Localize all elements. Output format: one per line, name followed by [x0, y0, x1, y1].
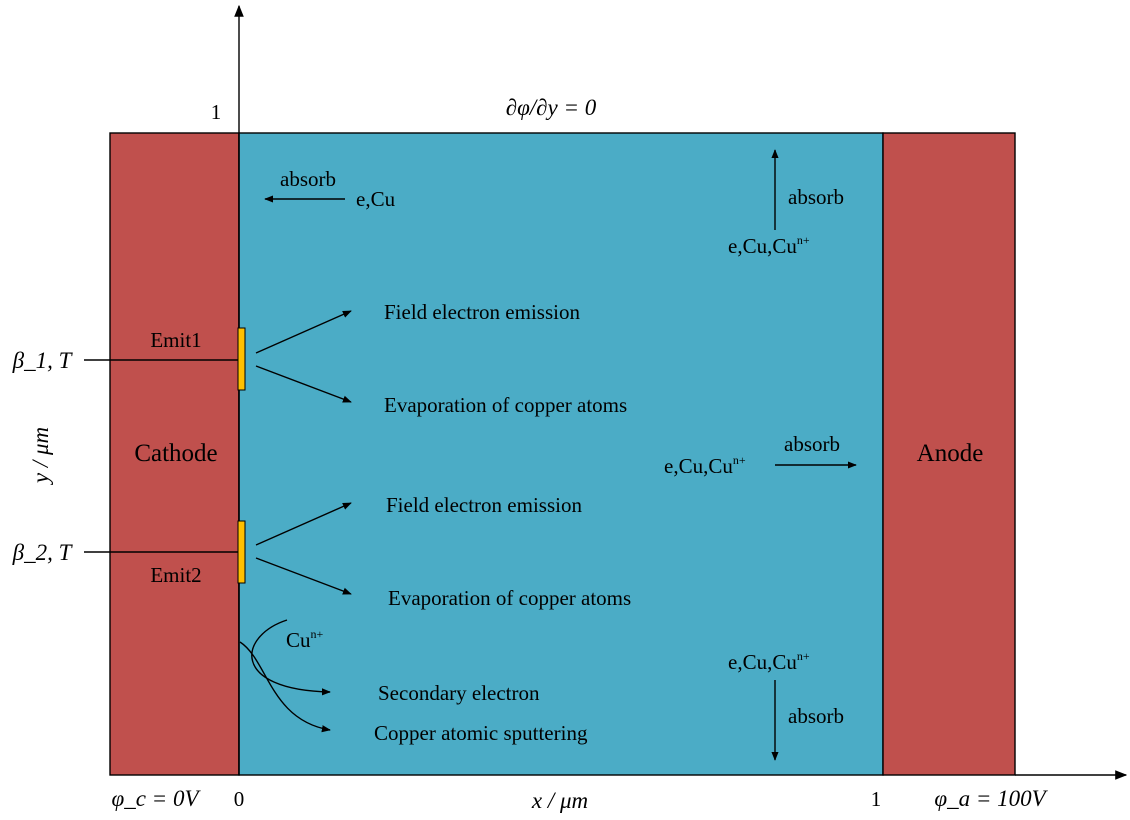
y-axis-label: y / μm — [28, 427, 53, 485]
vacuum-gap-region — [238, 132, 884, 776]
bottom-absorbed-particles: e,Cu,Cun+ — [728, 649, 810, 674]
anode-potential: φ_a = 100V — [934, 786, 1048, 811]
cathode-absorb-label: absorb — [280, 167, 336, 191]
bottom-absorb-label: absorb — [788, 704, 844, 728]
cathode-potential: φ_c = 0V — [111, 786, 201, 811]
top-absorb-label: absorb — [788, 185, 844, 209]
y-tick-top: 1 — [211, 100, 222, 124]
cathode-absorbed-particles: e,Cu — [356, 187, 396, 211]
sputtering-curve — [239, 641, 331, 733]
emitter-1-parameter: β_1, T — [12, 348, 74, 373]
evaporation-label-2: Evaporation of copper atoms — [388, 586, 631, 610]
emitter-2-name: Emit2 — [150, 563, 201, 587]
x-tick-end: 1 — [871, 787, 882, 811]
x-tick-origin: 0 — [234, 787, 245, 811]
evaporation-arrow-1 — [255, 365, 352, 403]
ion-label: Cun+ — [286, 627, 324, 652]
top-absorbed-particles: e,Cu,Cun+ — [728, 233, 810, 258]
ion-impact-curve — [251, 619, 331, 696]
evaporation-label-1: Evaporation of copper atoms — [384, 393, 627, 417]
anode-region — [882, 132, 1016, 776]
cathode-region — [109, 132, 240, 776]
anode-absorbed-particles: e,Cu,Cun+ — [664, 453, 746, 478]
secondary-electron-label: Secondary electron — [378, 681, 540, 705]
field-emission-label-1: Field electron emission — [384, 300, 580, 324]
top-boundary-condition: ∂φ/∂y = 0 — [506, 95, 597, 120]
x-axis-label: x / μm — [531, 788, 588, 813]
anode-label: Anode — [917, 440, 984, 467]
anode-absorb-label: absorb — [784, 432, 840, 456]
field-emission-arrow-2 — [255, 502, 352, 546]
emitter-2 — [237, 520, 246, 584]
sputtering-label: Copper atomic sputtering — [374, 721, 588, 745]
cathode-label: Cathode — [134, 440, 217, 467]
emitter-1 — [237, 327, 246, 391]
emitter-2-parameter: β_2, T — [12, 540, 74, 565]
evaporation-arrow-2 — [255, 557, 352, 595]
emitter-1-name: Emit1 — [150, 328, 201, 352]
field-emission-arrow-1 — [255, 310, 352, 354]
field-emission-label-2: Field electron emission — [386, 493, 582, 517]
